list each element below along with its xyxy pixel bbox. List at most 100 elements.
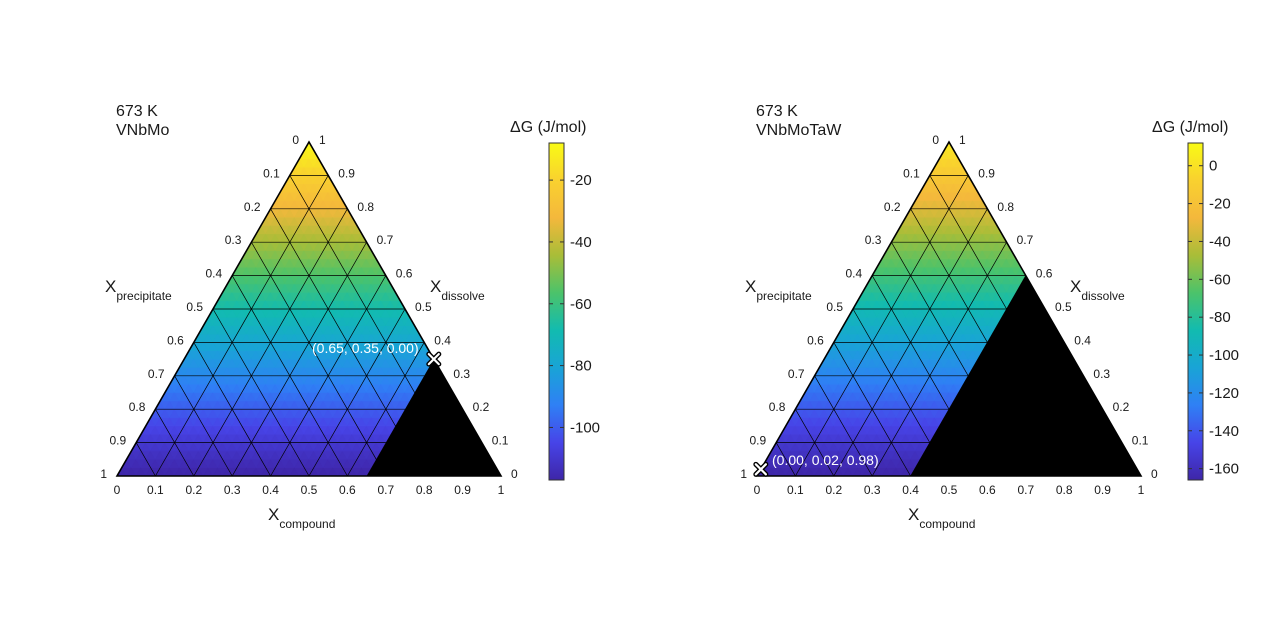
colorbar — [548, 142, 565, 481]
colorbar-tick-label: -20 — [570, 172, 592, 189]
left-tick-label: 0.1 — [263, 166, 280, 180]
grid-line — [1102, 442, 1123, 477]
right-tick-label: 0.3 — [1093, 367, 1110, 381]
left-axis-label: Xprecipitate — [105, 277, 172, 303]
right-tick-label: 0.7 — [377, 233, 394, 247]
triangle-outline — [755, 140, 1143, 477]
right-tick-label: 0.1 — [1132, 434, 1149, 448]
colorbar-tick-label: 0 — [1209, 158, 1217, 175]
right-tick-label: 1 — [319, 133, 326, 147]
bottom-tick-label: 0.6 — [339, 483, 356, 497]
right-tick-label: 0.2 — [1113, 400, 1130, 414]
right-tick-label: 0.2 — [473, 400, 490, 414]
left-tick-label: 0.5 — [186, 300, 203, 314]
grid-line — [212, 308, 310, 477]
right-tick-label: 0.7 — [1017, 233, 1034, 247]
bottom-tick-label: 0.4 — [902, 483, 919, 497]
right-tick-label: 0.8 — [357, 200, 374, 214]
marker-point — [753, 461, 769, 477]
right-tick-label: 1 — [959, 133, 966, 147]
right-tick-label: 0.4 — [434, 333, 451, 347]
grid-line — [251, 242, 387, 477]
grid-line — [155, 175, 329, 477]
bottom-tick-label: 0.8 — [1056, 483, 1073, 497]
bottom-tick-label: 0.2 — [185, 483, 202, 497]
ternary-panel-vnbmo: 673 K VNbMo 0000.10.10.10.20.20.20.30.30… — [100, 103, 600, 531]
grid-line — [929, 175, 1103, 477]
bottom-tick-label: 0.3 — [864, 483, 881, 497]
grid-line — [871, 242, 1007, 477]
left-axis-label: Xprecipitate — [745, 277, 812, 303]
marker-cross — [754, 463, 767, 476]
right-tick-label: 0.5 — [415, 300, 432, 314]
left-tick-label: 0.1 — [903, 166, 920, 180]
bottom-axis-label: Xcompound — [908, 505, 975, 531]
bottom-tick-label: 1 — [498, 483, 505, 497]
bottom-tick-label: 0 — [114, 483, 121, 497]
grid-line — [852, 308, 950, 477]
left-tick-label: 0.2 — [884, 200, 901, 214]
bottom-tick-label: 0.4 — [262, 483, 279, 497]
left-tick-label: 0.8 — [769, 400, 786, 414]
marker-point — [426, 351, 442, 367]
grid-line — [385, 375, 444, 477]
colorbar-tick-label: -80 — [1209, 309, 1231, 326]
right-tick-label: 0.5 — [1055, 300, 1072, 314]
left-tick-label: 0.4 — [846, 267, 863, 281]
tick-labels: 0 0 0 0.1 0.1 0.1 0.2 0.2 0.2 0.3 0.3 0.3 0.4 0.4 0.4 0… — [100, 133, 518, 497]
colorbar-tick-label: -120 — [1209, 385, 1239, 402]
colorbar-tick-label: -140 — [1209, 423, 1239, 440]
colorbar-tick-label: -20 — [1209, 196, 1231, 213]
left-tick-label: 0.6 — [807, 333, 824, 347]
bottom-tick-label: 1 — [1138, 483, 1145, 497]
grid-line — [135, 442, 156, 477]
left-tick-label: 0 — [932, 133, 939, 147]
ternary-grid — [755, 140, 1143, 477]
right-tick-label: 0 — [1151, 467, 1158, 481]
bottom-tick-label: 0.6 — [979, 483, 996, 497]
left-tick-label: 0.5 — [826, 300, 843, 314]
bottom-tick-label: 0.8 — [416, 483, 433, 497]
left-tick-label: 0.9 — [750, 434, 767, 448]
colorbar-ticks: 0 -20 -40 -60 -80 -100 -120 -140 -160 — [1188, 158, 1239, 478]
grid-line — [289, 175, 463, 477]
grid-line — [174, 375, 233, 477]
colorbar-tick-label: -100 — [1209, 347, 1239, 364]
right-tick-label: 0.3 — [453, 367, 470, 381]
colorbar-tick-label: -40 — [1209, 233, 1231, 250]
left-tick-label: 0 — [292, 133, 299, 147]
right-axis-label: Xdissolve — [430, 277, 485, 303]
left-tick-label: 0.6 — [167, 333, 184, 347]
marker-label: (0.65, 0.35, 0.00) — [312, 340, 419, 356]
right-tick-label: 0.8 — [997, 200, 1014, 214]
grid-line — [231, 242, 367, 477]
panel-system: VNbMo — [116, 122, 169, 139]
grid-line — [308, 308, 406, 477]
grid-line — [270, 208, 425, 477]
right-tick-label: 0.9 — [338, 166, 355, 180]
bottom-tick-label: 0.2 — [825, 483, 842, 497]
infeasible-region — [366, 359, 501, 476]
left-tick-label: 0.7 — [788, 367, 805, 381]
grid-line — [155, 409, 195, 477]
right-tick-label: 0 — [511, 467, 518, 481]
grid-line — [775, 442, 796, 477]
colorbar-tick-label: -60 — [1209, 271, 1231, 288]
left-tick-label: 0.8 — [129, 400, 146, 414]
left-tick-label: 1 — [100, 467, 107, 481]
colorbar-tick-label: -160 — [1209, 461, 1239, 478]
right-axis-label: Xdissolve — [1070, 277, 1125, 303]
right-tick-label: 0.6 — [396, 267, 413, 281]
bottom-tick-label: 0.3 — [224, 483, 241, 497]
bottom-tick-label: 0 — [754, 483, 761, 497]
grid-line — [193, 342, 271, 477]
bottom-tick-label: 0.9 — [454, 483, 471, 497]
bottom-tick-label: 0.5 — [301, 483, 318, 497]
grid-line — [833, 342, 911, 477]
grid-line — [1025, 375, 1084, 477]
colorbar-ticks: -20 -40 -60 -80 -100 — [549, 172, 600, 436]
grid-line — [891, 242, 1027, 477]
marker-cross — [427, 353, 440, 366]
grid-line — [948, 308, 1046, 477]
